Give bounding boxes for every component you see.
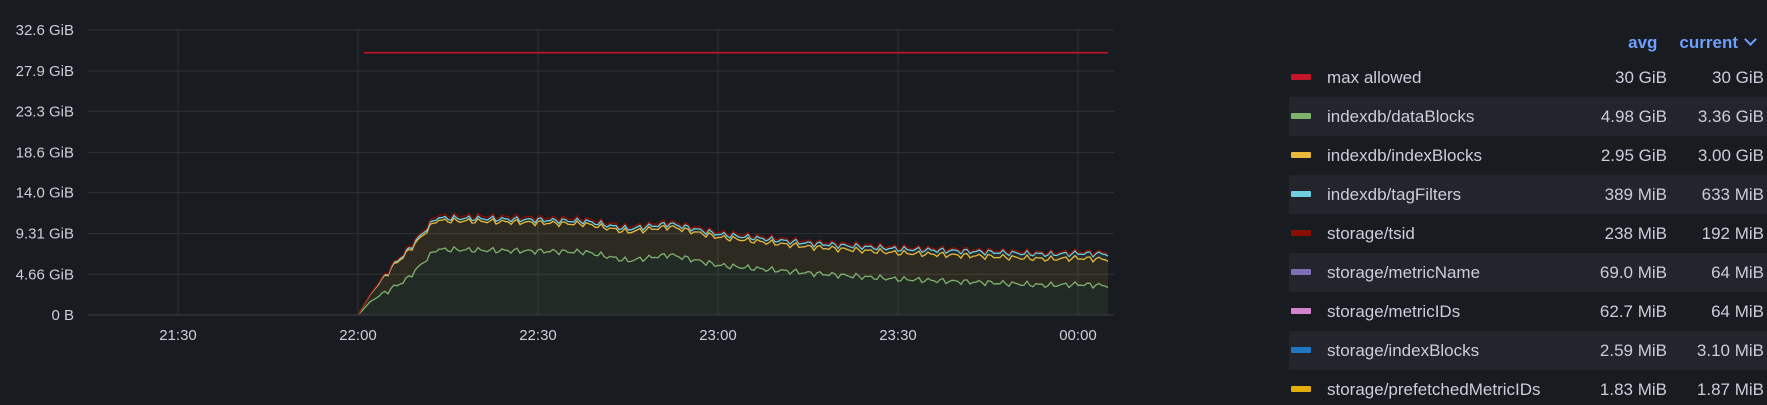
series-color-swatch[interactable] [1291,152,1311,158]
sort-current-button[interactable]: current [1679,33,1757,53]
y-tick-label: 18.6 GiB [16,144,74,161]
series-avg-value: 389 MiB [1604,185,1667,204]
x-tick-label: 22:00 [339,327,377,344]
legend-row[interactable]: storage/tsid 238 MiB 192 MiB [1289,214,1767,253]
series-line-indexdb-indexblocks [357,216,1109,316]
series-line-indexdb-tagfilters [357,214,1109,316]
sort-avg-button[interactable]: avg [1628,33,1658,52]
series-avg-value: 4.98 GiB [1600,107,1667,126]
series-avg-value: 2.59 MiB [1599,341,1667,360]
current-label: current [1679,33,1738,52]
series-name[interactable]: storage/prefetchedMetricIDs [1327,380,1541,399]
series-current-value: 64 MiB [1711,302,1764,321]
series-avg-value: 2.95 GiB [1600,146,1667,165]
series-current-value: 633 MiB [1701,185,1764,204]
series-avg-value: 1.83 MiB [1599,380,1667,399]
x-tick-label: 23:30 [879,327,917,344]
series-current-value: 1.87 MiB [1696,380,1764,399]
y-tick-label: 14.0 GiB [16,185,74,202]
legend-row[interactable]: storage/indexBlocks 2.59 MiB 3.10 MiB [1289,331,1767,370]
series-area-indexdb-datablocks [358,246,1108,315]
y-tick-label: 4.66 GiB [16,266,74,283]
legend-row[interactable]: storage/metricIDs 62.7 MiB 64 MiB [1289,292,1767,331]
series-area-indexdb-tagfilters [358,215,1108,315]
series-line-storage-tsid [357,211,1109,316]
y-tick-label: 23.3 GiB [16,103,74,120]
legend-row[interactable]: indexdb/indexBlocks 2.95 GiB 3.00 GiB [1289,136,1767,175]
series-avg-value: 30 GiB [1615,68,1667,87]
x-tick-label: 23:00 [699,327,737,344]
y-tick-label: 32.6 GiB [16,22,74,39]
y-tick-label: 0 B [51,307,74,324]
legend-row[interactable]: indexdb/dataBlocks 4.98 GiB 3.36 GiB [1289,97,1767,136]
series-avg-value: 238 MiB [1604,224,1667,243]
series-name[interactable]: storage/metricName [1327,263,1481,282]
legend-header: avg current [1628,33,1757,53]
series-name[interactable]: indexdb/indexBlocks [1327,146,1482,165]
x-tick-label: 22:30 [519,327,557,344]
series-current-value: 192 MiB [1701,224,1764,243]
series-current-value: 3.00 GiB [1697,146,1764,165]
series-current-value: 3.36 GiB [1697,107,1764,126]
series-name[interactable]: indexdb/dataBlocks [1327,107,1475,126]
series-current-value: 30 GiB [1712,68,1764,87]
series-name[interactable]: indexdb/tagFilters [1327,185,1462,204]
series-color-swatch[interactable] [1291,386,1311,392]
y-tick-label: 27.9 GiB [16,63,74,80]
series-line-indexdb-datablocks [357,245,1109,316]
series-color-swatch[interactable] [1291,308,1311,314]
series-name[interactable]: storage/tsid [1327,224,1415,243]
legend-table: avg current max allowed 30 GiB 30 GiB index… [1289,0,1767,405]
memory-usage-chart: 0 B 4.66 GiB 9.31 GiB 14.0 GiB 18.6 GiB 23.3 … [16,22,1114,344]
chevron-down-icon [1744,33,1757,46]
series-color-swatch[interactable] [1291,230,1311,236]
x-tick-label: 21:30 [159,327,197,344]
legend-row[interactable]: max allowed 30 GiB 30 GiB [1289,58,1767,97]
series-name[interactable]: storage/indexBlocks [1327,341,1480,360]
series-color-swatch[interactable] [1291,269,1311,275]
legend-row[interactable]: indexdb/tagFilters 389 MiB 633 MiB [1289,175,1767,214]
x-tick-label: 00:00 [1059,327,1097,344]
series-avg-value: 62.7 MiB [1599,302,1667,321]
y-tick-label: 9.31 GiB [16,226,74,243]
series-color-swatch[interactable] [1291,113,1311,119]
series-name[interactable]: max allowed [1327,68,1422,87]
series-area-indexdb-indexblocks [358,218,1108,315]
legend-row[interactable]: storage/prefetchedMetricIDs 1.83 MiB 1.87 … [1289,370,1767,405]
series-current-value: 64 MiB [1711,263,1764,282]
legend-row[interactable]: storage/metricName 69.0 MiB 64 MiB [1289,253,1767,292]
series-color-swatch[interactable] [1291,74,1311,80]
series-avg-value: 69.0 MiB [1599,263,1667,282]
series-color-swatch[interactable] [1291,191,1311,197]
series-current-value: 3.10 MiB [1696,341,1764,360]
series-color-swatch[interactable] [1291,347,1311,353]
series-name[interactable]: storage/metricIDs [1327,302,1461,321]
